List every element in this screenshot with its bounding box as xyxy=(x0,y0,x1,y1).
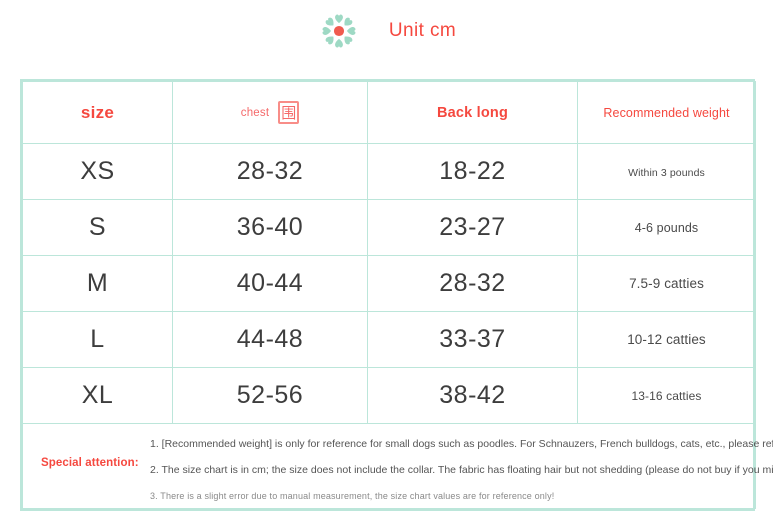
value-recommended-weight: 4-6 pounds xyxy=(634,220,699,235)
size-table: size chest 围 Back long Recommended weigh… xyxy=(22,81,773,509)
note-item-2: 2. The size chart is in cm; the size doe… xyxy=(150,464,773,476)
special-attention-cell: Special attention: 1. [Recommended weigh… xyxy=(22,423,773,509)
cell-recommended-weight: 10-12 catties xyxy=(577,311,756,368)
value-size: L xyxy=(90,325,105,353)
flower-center xyxy=(333,25,344,37)
value-size: XL xyxy=(81,381,114,409)
cell-chest: 28-32 xyxy=(172,143,368,200)
cell-recommended-weight: Within 3 pounds xyxy=(577,143,756,200)
table-row: S 36-40 23-27 4-6 pounds xyxy=(22,199,756,256)
value-back-long: 18-22 xyxy=(439,157,506,185)
cell-size: L xyxy=(22,311,173,368)
cell-back-long: 33-37 xyxy=(367,311,578,368)
table-row: L 44-48 33-37 10-12 catties xyxy=(22,311,756,368)
cell-chest: 52-56 xyxy=(172,367,368,424)
special-attention-notes: 1. [Recommended weight] is only for refe… xyxy=(150,431,773,509)
special-attention-label: Special attention: xyxy=(41,457,139,469)
value-back-long: 23-27 xyxy=(439,213,506,241)
header-cell-recommended-weight: Recommended weight xyxy=(577,81,756,144)
title-bar: Unit cm xyxy=(0,8,773,54)
value-chest: 40-44 xyxy=(236,269,304,297)
wei-character-icon: 围 xyxy=(278,101,300,124)
value-size: XS xyxy=(80,157,115,185)
cell-recommended-weight: 4-6 pounds xyxy=(577,199,756,256)
value-back-long: 28-32 xyxy=(439,269,506,297)
value-chest: 36-40 xyxy=(236,213,304,241)
value-recommended-weight: 10-12 catties xyxy=(627,331,706,347)
header-cell-chest: chest 围 xyxy=(172,81,368,144)
cell-chest: 44-48 xyxy=(172,311,368,368)
cell-recommended-weight: 7.5-9 catties xyxy=(577,255,756,312)
cell-back-long: 28-32 xyxy=(367,255,578,312)
cell-size: XL xyxy=(22,367,173,424)
column-header-back-long: Back long xyxy=(436,104,509,121)
note-item-1: 1. [Recommended weight] is only for refe… xyxy=(150,438,773,450)
cell-size: S xyxy=(22,199,173,256)
flower-icon xyxy=(322,14,356,48)
table-row: XL 52-56 38-42 13-16 catties xyxy=(22,367,756,424)
table-row: XS 28-32 18-22 Within 3 pounds xyxy=(22,143,756,200)
cell-chest: 36-40 xyxy=(172,199,368,256)
column-header-recommended-weight: Recommended weight xyxy=(603,105,730,120)
cell-back-long: 18-22 xyxy=(367,143,578,200)
note-item-3: 3. There is a slight error due to manual… xyxy=(150,491,555,501)
special-attention-row: Special attention: 1. [Recommended weigh… xyxy=(22,423,773,509)
value-chest: 44-48 xyxy=(236,325,304,353)
page-title: Unit cm xyxy=(388,20,457,41)
column-header-chest: chest xyxy=(240,106,270,119)
table-header-row: size chest 围 Back long Recommended weigh… xyxy=(22,81,756,144)
cell-back-long: 23-27 xyxy=(367,199,578,256)
value-size: M xyxy=(86,269,109,297)
value-chest: 28-32 xyxy=(236,157,304,185)
cell-size: XS xyxy=(22,143,173,200)
header-cell-back-long: Back long xyxy=(367,81,578,144)
header-cell-size: size xyxy=(22,81,173,144)
value-back-long: 33-37 xyxy=(439,325,506,353)
column-header-size: size xyxy=(80,102,115,122)
cell-chest: 40-44 xyxy=(172,255,368,312)
cell-recommended-weight: 13-16 catties xyxy=(577,367,756,424)
value-size: S xyxy=(88,213,107,241)
value-recommended-weight: 13-16 catties xyxy=(631,388,702,403)
value-back-long: 38-42 xyxy=(439,381,506,409)
cell-size: M xyxy=(22,255,173,312)
table-row: M 40-44 28-32 7.5-9 catties xyxy=(22,255,756,312)
cell-back-long: 38-42 xyxy=(367,367,578,424)
size-table-container: size chest 围 Back long Recommended weigh… xyxy=(20,79,773,511)
value-recommended-weight: 7.5-9 catties xyxy=(629,275,704,291)
value-recommended-weight: Within 3 pounds xyxy=(628,166,705,179)
value-chest: 52-56 xyxy=(236,381,304,409)
